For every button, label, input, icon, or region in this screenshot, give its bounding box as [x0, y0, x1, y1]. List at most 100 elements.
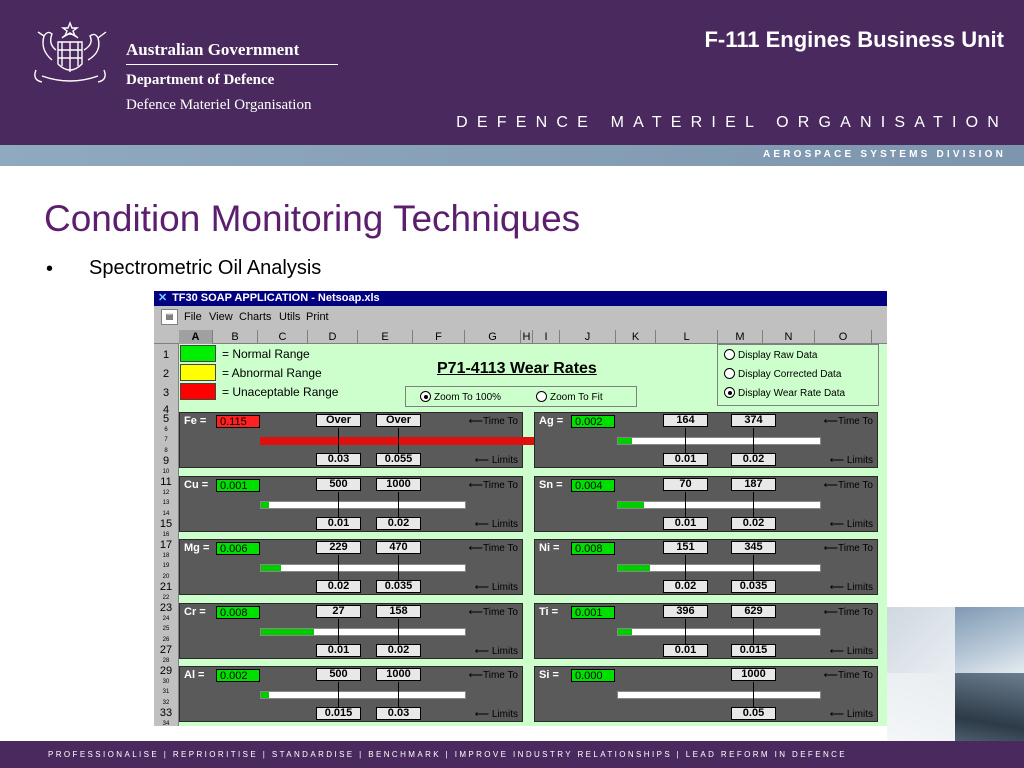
row-header-10[interactable]: 10 [162, 468, 170, 475]
wear-bar-track [260, 691, 466, 699]
row-header-31[interactable]: 31 [162, 689, 170, 695]
column-header-k[interactable]: K [616, 330, 656, 344]
row-header-17[interactable]: 17 [159, 539, 173, 551]
photo-tile-cockpit [955, 673, 1024, 741]
row-header-13[interactable]: 13 [162, 500, 170, 506]
row-header-14[interactable]: 14 [162, 510, 170, 517]
column-header-m[interactable]: M [718, 330, 763, 344]
limit-marker-2 [398, 555, 399, 580]
time-to-value-1: 229 [316, 541, 361, 554]
limit-value-1: 0.01 [663, 643, 708, 657]
menu-charts[interactable]: Charts [239, 311, 272, 323]
menu-view[interactable]: View [209, 311, 233, 323]
arrow-left-icon: ⟵ [474, 582, 490, 593]
document-icon[interactable]: ▤ [161, 309, 178, 325]
wear-bar-fill [260, 437, 544, 445]
row-header-15[interactable]: 15 [159, 518, 173, 530]
arrow-left-icon: ⟵ [468, 479, 483, 491]
menu-print[interactable]: Print [306, 311, 329, 323]
limit-value-1: 0.01 [316, 516, 361, 530]
element-symbol: Si = [539, 669, 559, 681]
window-titlebar[interactable]: ✕ TF30 SOAP APPLICATION - Netsoap.xls [154, 291, 887, 306]
display-raw-option[interactable]: Display Raw Data [724, 349, 817, 361]
display-wear-rate-option[interactable]: Display Wear Rate Data [724, 387, 845, 399]
wear-bar-track [260, 627, 466, 636]
display-corrected-option[interactable]: Display Corrected Data [724, 368, 841, 380]
display-options-group: Display Raw Data Display Corrected Data … [717, 344, 879, 406]
row-header-16[interactable]: 16 [162, 531, 170, 538]
column-header-e[interactable]: E [358, 330, 413, 344]
row-header-2[interactable]: 2 [162, 368, 170, 380]
zoom-fit-option[interactable]: Zoom To Fit [536, 391, 603, 403]
row-header-22[interactable]: 22 [162, 594, 170, 601]
menu-file[interactable]: File [184, 311, 202, 323]
row-header-21[interactable]: 21 [159, 581, 173, 593]
bullet-text: Spectrometric Oil Analysis [89, 257, 322, 279]
row-header-18[interactable]: 18 [162, 552, 170, 559]
legend-normal: = Normal Range [222, 347, 310, 361]
limits-label: ⟵ Limits [829, 645, 873, 657]
row-header-5[interactable]: 5 [162, 413, 170, 425]
row-header-24[interactable]: 24 [162, 615, 170, 622]
arrow-left-icon: ⟵ [823, 543, 838, 554]
time-to-value-2: 629 [731, 604, 776, 618]
row-header-4[interactable]: 4 [162, 404, 170, 416]
element-panel: Sn = 0.004 70 187 ⟵Time To 0.01 0.02 ⟵ Limits [534, 475, 878, 532]
column-header-n[interactable]: N [763, 330, 815, 344]
wear-bar-track [617, 627, 821, 636]
time-to-value-1: 164 [663, 414, 708, 427]
limit-value-1: 0.015 [316, 707, 361, 720]
menu-utils[interactable]: Utils [279, 311, 301, 323]
row-header-12[interactable]: 12 [162, 489, 170, 496]
legend-unacceptable: = Unaceptable Range [222, 385, 339, 399]
row-header-33[interactable]: 33 [159, 707, 173, 719]
sheet-title: P71-4113 Wear Rates [437, 360, 597, 377]
radio-empty-icon [724, 368, 735, 379]
zoom-options-group: Zoom To 100% Zoom To Fit [405, 386, 637, 407]
excel-icon: ✕ [158, 292, 168, 304]
row-header-28[interactable]: 28 [162, 657, 170, 664]
row-header-23[interactable]: 23 [159, 602, 173, 614]
row-header-30[interactable]: 30 [162, 678, 170, 685]
limit-value-1: 0.01 [663, 516, 708, 530]
row-header-9[interactable]: 9 [162, 455, 170, 467]
row-header-1[interactable]: 1 [162, 349, 170, 361]
time-to-value-1: 27 [316, 604, 361, 618]
row-header-34[interactable]: 34 [162, 720, 170, 727]
column-header-c[interactable]: C [258, 330, 308, 344]
column-header-l[interactable]: L [656, 330, 718, 344]
zoom-100-option[interactable]: Zoom To 100% [420, 391, 501, 403]
column-header-d[interactable]: D [308, 330, 358, 344]
time-to-label: ⟵Time To [823, 479, 873, 491]
division-bar [0, 145, 1024, 166]
gov-line-department: Department of Defence [126, 72, 275, 88]
row-header-7[interactable]: 7 [164, 437, 168, 443]
limit-value-2: 0.02 [376, 643, 421, 657]
row-header-25[interactable]: 25 [162, 626, 170, 632]
limit-marker-2 [753, 618, 754, 644]
wear-bar-fill [261, 501, 269, 508]
row-header-20[interactable]: 20 [162, 573, 170, 580]
legend-swatch-abnormal [180, 364, 216, 381]
column-header-o[interactable]: O [815, 330, 872, 344]
row-header-3[interactable]: 3 [162, 387, 170, 399]
column-header-b[interactable]: B [213, 330, 258, 344]
row-header-29[interactable]: 29 [159, 665, 173, 677]
column-header-a[interactable]: A [179, 330, 213, 344]
row-header-19[interactable]: 19 [162, 563, 170, 569]
time-to-value-1: 396 [663, 604, 708, 618]
row-header-32[interactable]: 32 [162, 699, 170, 706]
row-header-27[interactable]: 27 [159, 644, 173, 656]
column-header-j[interactable]: J [560, 330, 616, 344]
row-header-6[interactable]: 6 [164, 426, 168, 433]
time-to-value-2: 1000 [376, 668, 421, 681]
row-header-8[interactable]: 8 [164, 447, 168, 454]
column-header-h[interactable]: H [521, 330, 533, 344]
header-banner [0, 0, 1024, 145]
row-header-11[interactable]: 11 [160, 476, 172, 488]
column-header-f[interactable]: F [413, 330, 465, 344]
column-header-g[interactable]: G [465, 330, 521, 344]
column-header-i[interactable]: I [533, 330, 560, 344]
row-header-26[interactable]: 26 [162, 636, 170, 643]
